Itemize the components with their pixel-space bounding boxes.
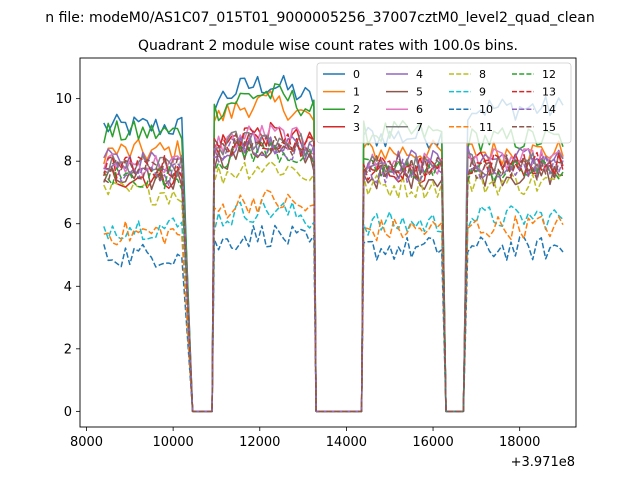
series-line-6: [103, 124, 564, 413]
x-tick-label: 18000: [499, 435, 540, 450]
y-tick-label: 6: [64, 217, 72, 232]
series-line-9: [103, 199, 564, 413]
x-tick-label: 12000: [239, 435, 280, 450]
x-tick-label: 8000: [70, 435, 103, 450]
y-tick-label: 0: [64, 405, 72, 420]
series-line-12: [103, 140, 564, 413]
legend-label-3: 3: [353, 121, 360, 134]
y-tick-label: 8: [64, 155, 72, 170]
series-line-10: [103, 224, 564, 413]
legend-label-12: 12: [542, 68, 556, 81]
legend-label-4: 4: [416, 68, 423, 81]
x-tick-label: 16000: [412, 435, 453, 450]
legend-label-0: 0: [353, 68, 360, 81]
y-tick-label: 10: [55, 92, 72, 107]
series-line-15: [103, 132, 564, 413]
legend-label-13: 13: [542, 86, 556, 99]
legend-label-11: 11: [479, 121, 493, 134]
x-offset-label: +3.971e8: [511, 455, 575, 470]
series-line-7: [103, 130, 564, 413]
x-tick-label: 10000: [152, 435, 193, 450]
legend-label-10: 10: [479, 103, 493, 116]
figure-suptitle: n file: modeM0/AS1C07_015T01_9000005256_…: [45, 10, 594, 26]
legend-label-5: 5: [416, 86, 423, 99]
legend-label-8: 8: [479, 68, 486, 81]
legend-label-6: 6: [416, 103, 423, 116]
legend-label-1: 1: [353, 86, 360, 99]
legend-label-15: 15: [542, 121, 556, 134]
legend-label-14: 14: [542, 103, 556, 116]
legend-box: [316, 62, 572, 144]
series-line-8: [103, 160, 564, 413]
legend-label-2: 2: [353, 103, 360, 116]
y-axis: 0 2 4 6 8 10: [55, 92, 80, 420]
series-line-11: [103, 189, 564, 413]
legend-label-7: 7: [416, 121, 423, 134]
legend-label-9: 9: [479, 86, 486, 99]
plot-area: [103, 74, 564, 413]
x-axis: 8000 10000 12000 14000 16000 18000: [70, 427, 540, 450]
axes-frame: [79, 57, 577, 428]
y-tick-label: 4: [64, 280, 72, 295]
chart-title: Quadrant 2 module wise count rates with …: [138, 38, 518, 54]
y-tick-label: 2: [64, 342, 72, 357]
x-tick-label: 14000: [326, 435, 367, 450]
